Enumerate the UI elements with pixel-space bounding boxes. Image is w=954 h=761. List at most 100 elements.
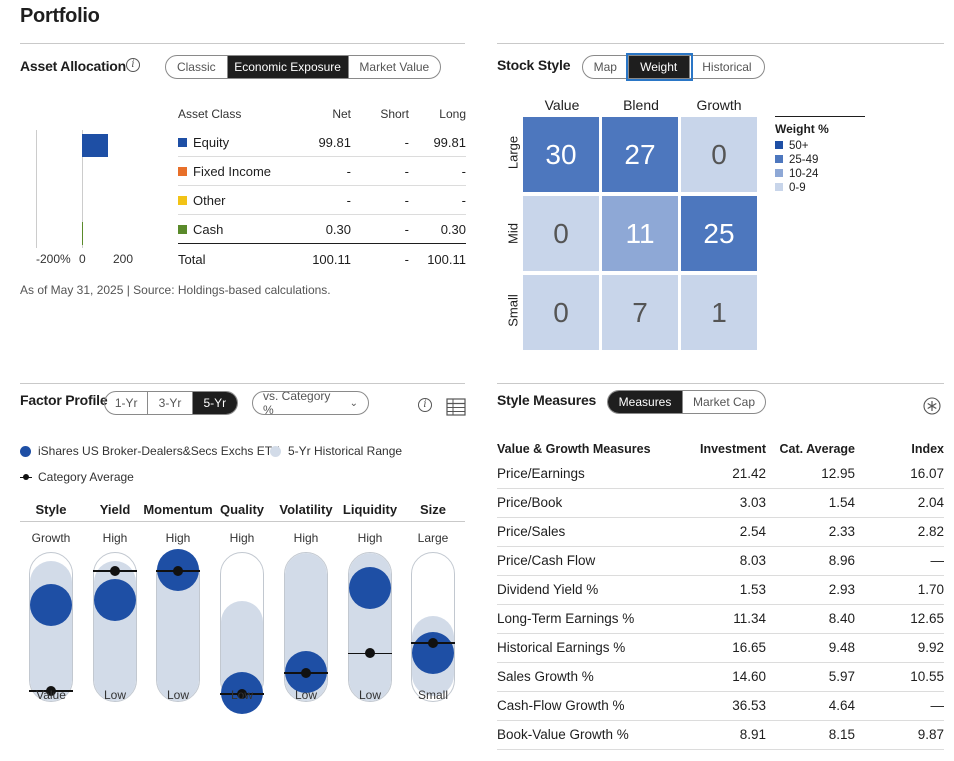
table-row: Price/Cash Flow 8.03 8.96 — xyxy=(497,547,944,576)
factor-bottom-label: Low xyxy=(294,688,317,702)
long-value: - xyxy=(461,193,466,208)
tab-market-value[interactable]: Market Value xyxy=(359,60,430,74)
net-value: - xyxy=(346,164,351,179)
index-value: — xyxy=(930,553,945,568)
factor-top-label: High xyxy=(293,531,319,545)
tab-5yr[interactable]: 5-Yr xyxy=(192,392,237,414)
equity-bar xyxy=(82,134,108,157)
page-title: Portfolio xyxy=(20,5,100,27)
tab-measures[interactable]: Measures xyxy=(608,391,684,413)
factor-profile-title: Factor Profile xyxy=(20,392,108,408)
allocation-footnote: As of May 31, 2025 | Source: Holdings-ba… xyxy=(20,283,331,297)
category-marker-icon xyxy=(20,472,32,483)
table-row: Price/Book 3.03 1.54 2.04 xyxy=(497,489,944,518)
total-long: 100.11 xyxy=(427,252,466,267)
legend-swatch xyxy=(775,169,783,177)
row-label: Equity xyxy=(178,135,229,150)
stock-style-title: Stock Style xyxy=(497,57,571,73)
chevron-down-icon: ⌄ xyxy=(349,397,358,409)
measure-label: Book-Value Growth % xyxy=(497,727,629,742)
table-row: Long-Term Earnings % 11.34 8.40 12.65 xyxy=(497,605,944,634)
axis-label-200: 200 xyxy=(113,252,134,266)
category-average-dot xyxy=(301,667,311,678)
factor-name-style: Style xyxy=(35,502,67,517)
table-row: Dividend Yield % 1.53 2.93 1.70 xyxy=(497,576,944,605)
legend-category: Category Average xyxy=(20,470,134,484)
asset-allocation-tabs: Classic Economic Exposure Market Value xyxy=(165,55,441,79)
cat-average-value: 4.64 xyxy=(828,698,855,713)
col-net: Net xyxy=(332,107,351,121)
cell-small-value: 0 xyxy=(523,275,599,350)
factor-bottom-label: Low xyxy=(166,688,189,702)
category-average-dot xyxy=(237,688,247,699)
row-label-small: Small xyxy=(505,294,521,327)
cat-average-value: 9.48 xyxy=(828,640,855,655)
col-label-growth: Growth xyxy=(696,97,742,113)
fund-factor-bubble xyxy=(30,583,72,626)
tab-map[interactable]: Map xyxy=(583,56,629,78)
row-label: Cash xyxy=(178,222,223,237)
tab-historical[interactable]: Historical xyxy=(702,60,752,74)
index-value: — xyxy=(930,698,945,713)
factor-name-yield: Yield xyxy=(99,502,131,517)
short-value: - xyxy=(404,164,409,179)
investment-value: 3.03 xyxy=(739,495,766,510)
tab-economic-exposure[interactable]: Economic Exposure xyxy=(227,56,349,78)
investment-value: 14.60 xyxy=(732,669,766,684)
factor-bottom-label: Value xyxy=(36,688,66,702)
axis-left-line xyxy=(36,130,37,248)
col-label-value: Value xyxy=(544,97,580,113)
col-asset-class: Asset Class xyxy=(178,107,242,121)
row-label-mid: Mid xyxy=(505,223,521,244)
cat-average-value: 2.93 xyxy=(828,582,855,597)
long-value: 0.30 xyxy=(440,222,466,237)
factor-range-track xyxy=(29,552,73,702)
cell-mid-blend: 11 xyxy=(602,196,678,271)
tab-1yr[interactable]: 1-Yr xyxy=(105,392,149,414)
investment-value: 8.91 xyxy=(739,727,766,742)
info-icon[interactable]: i xyxy=(126,58,140,72)
index-value: 9.87 xyxy=(917,727,944,742)
table-row: Price/Sales 2.54 2.33 2.82 xyxy=(497,518,944,547)
allocation-bar-chart xyxy=(30,130,140,248)
index-value: 12.65 xyxy=(910,611,944,626)
table-row: Equity 99.81 - 99.81 xyxy=(178,128,466,157)
table-view-icon[interactable] xyxy=(446,398,466,416)
total-label: Total xyxy=(178,252,206,267)
table-row: Fixed Income - - - xyxy=(178,157,466,186)
table-row: Cash-Flow Growth % 36.53 4.64 — xyxy=(497,692,944,721)
index-value: 2.82 xyxy=(917,524,944,539)
equity-swatch xyxy=(178,138,187,147)
table-row: Historical Earnings % 16.65 9.48 9.92 xyxy=(497,634,944,663)
cat-average-value: 12.95 xyxy=(821,466,855,481)
factor-top-label: Growth xyxy=(31,531,71,545)
cash-swatch xyxy=(178,225,187,234)
tab-classic[interactable]: Classic xyxy=(166,56,228,78)
index-value: 2.04 xyxy=(917,495,944,510)
factor-bottom-label: Low xyxy=(358,688,381,702)
style-box-grid: 30 27 0 0 11 25 0 7 1 xyxy=(522,116,758,352)
category-average-dot xyxy=(365,648,375,658)
tab-3yr[interactable]: 3-Yr xyxy=(148,392,193,414)
index-value: 16.07 xyxy=(910,466,944,481)
net-value: 99.81 xyxy=(318,135,351,150)
info-icon[interactable]: i xyxy=(418,398,432,412)
asset-allocation-title: Asset Allocation xyxy=(20,58,126,74)
settings-icon[interactable] xyxy=(923,397,941,415)
cat-average-value: 8.15 xyxy=(828,727,855,742)
table-row: Price/Earnings 21.42 12.95 16.07 xyxy=(497,460,944,489)
factor-name-quality: Quality xyxy=(219,502,265,517)
cat-average-value: 8.96 xyxy=(828,553,855,568)
cell-small-growth: 1 xyxy=(681,275,757,350)
investment-value: 11.34 xyxy=(733,611,766,626)
tab-weight[interactable]: Weight xyxy=(625,53,693,81)
fund-dot-icon xyxy=(20,445,31,457)
legend-swatch xyxy=(775,155,783,163)
category-average-dot xyxy=(173,565,183,576)
divider xyxy=(20,383,465,384)
table-row: Book-Value Growth % 8.91 8.15 9.87 xyxy=(497,721,944,750)
tab-market-cap[interactable]: Market Cap xyxy=(693,395,756,409)
table-row: Sales Growth % 14.60 5.97 10.55 xyxy=(497,663,944,692)
legend-item: 0-9 xyxy=(775,181,865,195)
comparison-dropdown[interactable]: vs. Category % ⌄ xyxy=(252,391,369,415)
